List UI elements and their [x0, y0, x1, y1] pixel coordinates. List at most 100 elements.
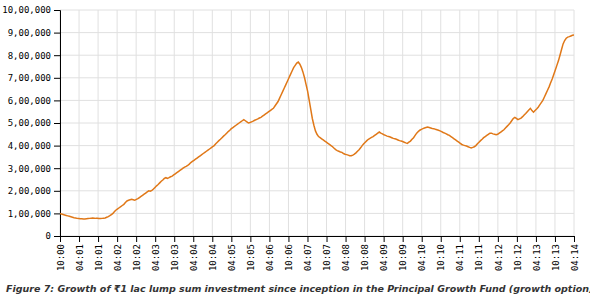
tick-label: 10:07 [322, 244, 332, 271]
tick-mark [193, 236, 194, 242]
tick-label: 10:06 [284, 244, 294, 271]
tick-mark [422, 236, 423, 242]
tick-mark [441, 236, 442, 242]
tick-mark [479, 236, 480, 242]
tick-label: 04:11 [455, 244, 465, 271]
tick-mark [98, 236, 99, 242]
tick: 04:02 [113, 236, 123, 271]
tick-mark [79, 236, 80, 242]
tick: 10:07 [322, 236, 332, 271]
tick: 10:06 [284, 236, 294, 271]
tick-mark [403, 236, 404, 242]
tick-label: 7,00,000 [8, 73, 51, 83]
tick-mark [288, 236, 289, 242]
grid-line [79, 10, 80, 236]
tick-label: 10,00,000 [2, 5, 51, 15]
grid-line [60, 145, 574, 146]
grid-line [326, 10, 327, 236]
tick-label: 04:10 [417, 244, 427, 271]
tick-mark [384, 236, 385, 242]
tick-label: 04:12 [494, 244, 504, 271]
grid-line [478, 10, 479, 236]
grid-line [269, 10, 270, 236]
tick: 04:07 [303, 236, 313, 271]
tick: 4,00,000 [8, 141, 60, 151]
tick-mark [54, 236, 60, 237]
tick: 10:09 [398, 236, 408, 271]
grid-line [174, 10, 175, 236]
tick-label: 04:08 [341, 244, 351, 271]
grid-line [497, 10, 498, 236]
marks [60, 35, 574, 219]
tick-label: 04:02 [113, 244, 123, 271]
grid-line [231, 10, 232, 236]
tick: 9,00,000 [8, 28, 60, 38]
tick-label: 04:14 [570, 244, 580, 271]
tick-label: 04:04 [189, 244, 199, 271]
grid-line [60, 168, 574, 169]
tick-mark [498, 236, 499, 242]
grid-line [535, 10, 536, 236]
grid-line [60, 213, 574, 214]
tick: 10:10 [436, 236, 446, 271]
tick-label: 9,00,000 [8, 28, 51, 38]
grid-line [193, 10, 194, 236]
tick: 04:09 [379, 236, 389, 271]
tick-mark [54, 33, 60, 34]
tick: 10:13 [551, 236, 561, 271]
tick: 10:00 [56, 236, 66, 271]
grid-line [117, 10, 118, 236]
tick-label: 10:01 [94, 244, 104, 271]
grid-line [402, 10, 403, 236]
tick-label: 04:09 [379, 244, 389, 271]
tick-label: 04:01 [75, 244, 85, 271]
grid-line [345, 10, 346, 236]
grid-line [212, 10, 213, 236]
tick-mark [54, 100, 60, 101]
tick-label: 10:00 [56, 244, 66, 271]
tick-mark [54, 78, 60, 79]
tick-mark [460, 236, 461, 242]
grid-line [554, 10, 555, 236]
tick-label: 04:07 [303, 244, 313, 271]
tick-label: 0 [46, 231, 51, 241]
tick: 3,00,000 [8, 164, 60, 174]
tick: 04:08 [341, 236, 351, 271]
tick: 10:08 [360, 236, 370, 271]
tick-label: 6,00,000 [8, 96, 51, 106]
tick-mark [346, 236, 347, 242]
tick: 10:12 [513, 236, 523, 271]
tick-mark [327, 236, 328, 242]
tick: 04:04 [189, 236, 199, 271]
grid-line [288, 10, 289, 236]
tick-label: 10:02 [132, 244, 142, 271]
chart: 10:0004:0110:0104:0210:0204:0310:0304:04… [0, 0, 590, 298]
grid-line [440, 10, 441, 236]
tick-mark [574, 236, 575, 242]
tick-label: 10:03 [170, 244, 180, 271]
tick-mark [136, 236, 137, 242]
tick-label: 10:12 [513, 244, 523, 271]
tick-label: 10:05 [246, 244, 256, 271]
grid-line [155, 10, 156, 236]
grid-line [60, 77, 574, 78]
grid-line [60, 190, 574, 191]
tick-mark [155, 236, 156, 242]
tick-mark [54, 146, 60, 147]
tick: 10,00,000 [2, 5, 60, 15]
tick: 8,00,000 [8, 51, 60, 61]
tick-label: 2,00,000 [8, 186, 51, 196]
tick: 04:01 [75, 236, 85, 271]
tick-mark [517, 236, 518, 242]
caption: Figure 7: Growth of ₹1 lac lump sum inve… [6, 283, 590, 294]
axis-domain [54, 11, 61, 237]
tick: 10:11 [474, 236, 484, 271]
grid-line [421, 10, 422, 236]
tick-label: 10:13 [551, 244, 561, 271]
tick-mark [307, 236, 308, 242]
tick: 2,00,000 [8, 186, 60, 196]
tick-mark [54, 213, 60, 214]
tick-label: 10:10 [436, 244, 446, 271]
grid-line [136, 10, 137, 236]
grid-line [364, 10, 365, 236]
